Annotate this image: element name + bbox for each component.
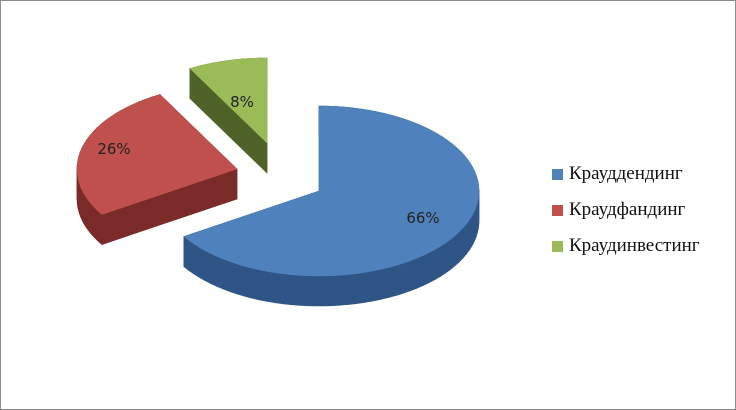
pie-slice-side bbox=[266, 271, 276, 304]
legend-swatch bbox=[552, 168, 563, 180]
legend-item: Краудинвестинг bbox=[552, 228, 700, 264]
pie-slice-side bbox=[348, 273, 358, 305]
legend-swatch bbox=[552, 240, 563, 252]
data-label: 26% bbox=[97, 140, 130, 158]
pie-slice-side bbox=[471, 211, 475, 246]
pie-slice-side bbox=[450, 235, 456, 271]
pie-slice-side bbox=[372, 269, 381, 302]
pie-slice bbox=[189, 57, 268, 144]
pie-slice-side bbox=[298, 275, 308, 307]
pie-slice-side bbox=[183, 235, 189, 271]
pie-slice-side bbox=[380, 267, 389, 300]
pie-slice-side bbox=[251, 267, 260, 301]
pie-slice-side bbox=[434, 245, 441, 281]
pie-slice-side bbox=[340, 274, 350, 306]
pie-slice bbox=[183, 105, 480, 277]
pie-slice-side bbox=[87, 198, 91, 234]
pie-slice-side bbox=[402, 260, 410, 294]
pie-slice-side bbox=[466, 219, 470, 255]
pie-slice-side bbox=[440, 242, 446, 277]
pie-slice-side bbox=[445, 238, 451, 274]
legend: Крауддендинг Краудфандинг Краудинвестинг bbox=[552, 156, 700, 264]
pie-slice-side bbox=[428, 249, 436, 284]
pie-slice-side bbox=[243, 265, 252, 299]
pie-slice-side bbox=[204, 249, 211, 284]
pie-slice-side bbox=[274, 272, 284, 305]
pie-slice-side bbox=[458, 227, 464, 263]
pie-slice-side bbox=[216, 255, 224, 290]
pie-slice-side bbox=[315, 275, 325, 307]
pie-slice-side bbox=[469, 214, 473, 251]
pie-slice-side bbox=[93, 206, 99, 242]
pie-slice-side bbox=[364, 270, 374, 303]
pie-slice-side bbox=[210, 252, 217, 287]
pie-slice-side bbox=[198, 246, 205, 281]
pie-slice-side bbox=[290, 274, 300, 306]
pie-slice-side bbox=[454, 231, 460, 267]
legend-swatch bbox=[552, 204, 563, 216]
pie-slice-side bbox=[307, 275, 317, 307]
pie-slice-side bbox=[387, 265, 396, 299]
pie-slice-side bbox=[422, 252, 430, 287]
pie-slice-side bbox=[222, 258, 231, 293]
legend-item: Краудфандинг bbox=[552, 192, 700, 228]
pie-slice-side bbox=[332, 274, 341, 307]
legend-label: Краудинвестинг bbox=[569, 235, 700, 256]
pie-slice-side bbox=[188, 239, 194, 275]
legend-label: Краудфандинг bbox=[569, 199, 686, 220]
pie-slice-side bbox=[97, 210, 103, 246]
pie-slice-side bbox=[462, 223, 467, 259]
pie-slice-side bbox=[236, 263, 245, 297]
pie-slice-side bbox=[193, 243, 200, 278]
pie-slice-side bbox=[415, 255, 424, 289]
pie-slice-side bbox=[90, 202, 95, 238]
pie-slice-side bbox=[229, 261, 238, 295]
pie-slice bbox=[76, 94, 238, 215]
legend-item: Крауддендинг bbox=[552, 156, 700, 192]
data-label: 8% bbox=[230, 93, 254, 111]
pie-slice-side bbox=[395, 263, 403, 297]
pie-slice-side bbox=[323, 275, 333, 307]
pie-slice-side bbox=[258, 269, 268, 302]
pie-slice-side bbox=[282, 273, 292, 306]
data-label: 66% bbox=[406, 209, 439, 227]
pie-slice-side bbox=[356, 272, 366, 304]
pie-slice-side bbox=[409, 258, 417, 292]
legend-label: Крауддендинг bbox=[569, 163, 683, 184]
pie-slice-side bbox=[84, 193, 88, 231]
pie-slice-side bbox=[82, 190, 85, 226]
